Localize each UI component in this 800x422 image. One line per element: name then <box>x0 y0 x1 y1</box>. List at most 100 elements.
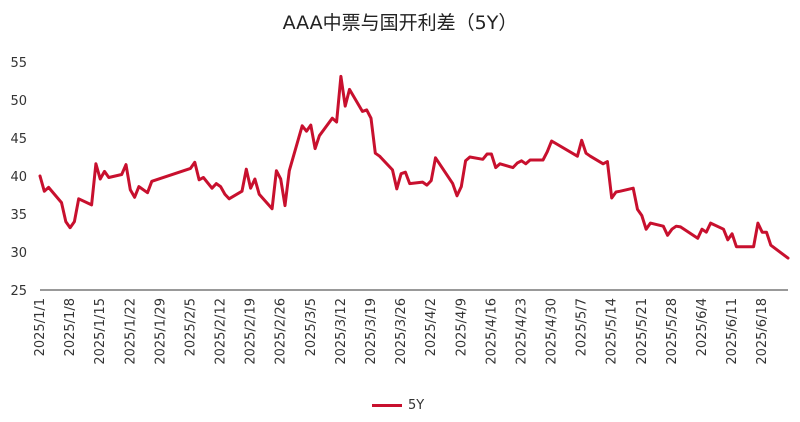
data-point <box>520 159 523 162</box>
data-point <box>541 158 545 162</box>
data-point <box>107 176 110 179</box>
data-point <box>490 152 493 156</box>
data-point <box>391 168 394 172</box>
x-tick-label: 2025/5/7 <box>575 298 590 356</box>
data-point <box>133 196 136 199</box>
data-point <box>696 237 699 240</box>
data-point <box>150 180 153 183</box>
data-point <box>619 190 622 193</box>
data-point <box>636 208 639 211</box>
data-point <box>120 173 123 176</box>
y-tick-label: 50 <box>10 94 27 109</box>
data-point <box>348 88 351 91</box>
data-point <box>752 245 755 248</box>
y-tick-label: 35 <box>10 208 27 223</box>
data-point <box>546 150 549 153</box>
data-point <box>313 147 317 150</box>
data-point <box>666 234 669 237</box>
data-point <box>335 120 338 124</box>
data-point <box>434 156 437 159</box>
data-point <box>305 129 308 133</box>
data-point <box>679 225 682 229</box>
data-point <box>511 166 515 169</box>
data-point <box>270 207 274 210</box>
y-axis: 25 30 35 40 45 50 55 <box>10 56 27 299</box>
data-point <box>68 226 72 229</box>
x-tick-label: 2025/2/19 <box>244 298 259 365</box>
x-tick-label: 2025/1/1 <box>33 298 48 356</box>
data-point <box>77 197 80 200</box>
data-point <box>632 186 635 190</box>
data-point <box>498 162 502 166</box>
data-point <box>365 108 368 112</box>
x-tick-label: 2025/1/8 <box>63 298 78 356</box>
data-point <box>344 104 347 108</box>
data-point <box>614 190 618 194</box>
x-tick-label: 2025/3/26 <box>394 298 409 365</box>
data-point <box>640 214 644 217</box>
series-layer <box>38 74 790 260</box>
data-point <box>146 191 149 194</box>
data-point <box>601 162 605 166</box>
data-point <box>455 194 459 197</box>
data-point <box>761 231 764 234</box>
data-point <box>283 204 287 207</box>
data-point <box>227 197 231 200</box>
data-point <box>361 110 364 113</box>
series-line-5y <box>38 74 790 260</box>
x-tick-label: 2025/3/5 <box>304 298 319 356</box>
data-point <box>421 180 424 184</box>
x-tick-label: 2025/6/18 <box>755 298 770 365</box>
data-point <box>318 134 321 137</box>
data-point <box>369 117 373 120</box>
data-point <box>700 228 704 231</box>
x-tick-label: 2025/4/30 <box>545 298 560 365</box>
data-point <box>189 167 192 170</box>
data-point <box>494 166 497 169</box>
y-tick-label: 25 <box>10 284 27 299</box>
data-point <box>395 187 399 191</box>
data-point <box>378 155 381 158</box>
data-point <box>374 152 377 155</box>
data-point <box>258 193 261 196</box>
data-point <box>524 162 527 166</box>
x-tick-label: 2025/1/29 <box>153 298 168 365</box>
data-point <box>451 182 454 185</box>
data-point <box>485 152 489 156</box>
x-tick-label: 2025/4/23 <box>514 298 529 365</box>
data-point <box>38 174 42 178</box>
data-point <box>124 163 128 166</box>
data-point <box>64 220 67 223</box>
data-point <box>210 186 214 190</box>
data-point <box>709 221 712 225</box>
data-point <box>649 221 652 225</box>
data-point <box>404 171 407 174</box>
data-point <box>670 228 674 231</box>
x-axis: 2025/1/1 2025/1/8 2025/1/15 2025/1/22 2025/1… <box>33 289 788 365</box>
x-tick-label: 2025/2/5 <box>183 298 198 356</box>
data-point <box>756 221 760 225</box>
x-tick-label: 2025/3/12 <box>334 298 349 365</box>
data-point <box>589 155 592 158</box>
data-point <box>253 177 257 181</box>
data-point <box>245 167 248 171</box>
x-tick-label: 2025/5/14 <box>605 298 620 365</box>
x-tick-label: 2025/2/12 <box>214 298 229 365</box>
data-point <box>425 183 429 187</box>
x-tick-label: 2025/2/26 <box>274 298 289 365</box>
data-point <box>90 203 93 207</box>
y-tick-label: 55 <box>10 56 27 71</box>
x-tick-label: 2025/6/4 <box>695 298 710 356</box>
x-tick-label: 2025/4/9 <box>454 298 469 356</box>
data-point <box>675 224 678 228</box>
data-point <box>98 177 102 181</box>
data-point <box>644 228 648 231</box>
data-point <box>240 190 244 193</box>
data-point <box>249 186 252 190</box>
data-point <box>606 160 609 163</box>
data-point <box>223 193 227 196</box>
data-point <box>730 232 734 235</box>
data-point <box>129 188 132 191</box>
data-point <box>765 231 768 234</box>
data-point <box>339 75 343 78</box>
